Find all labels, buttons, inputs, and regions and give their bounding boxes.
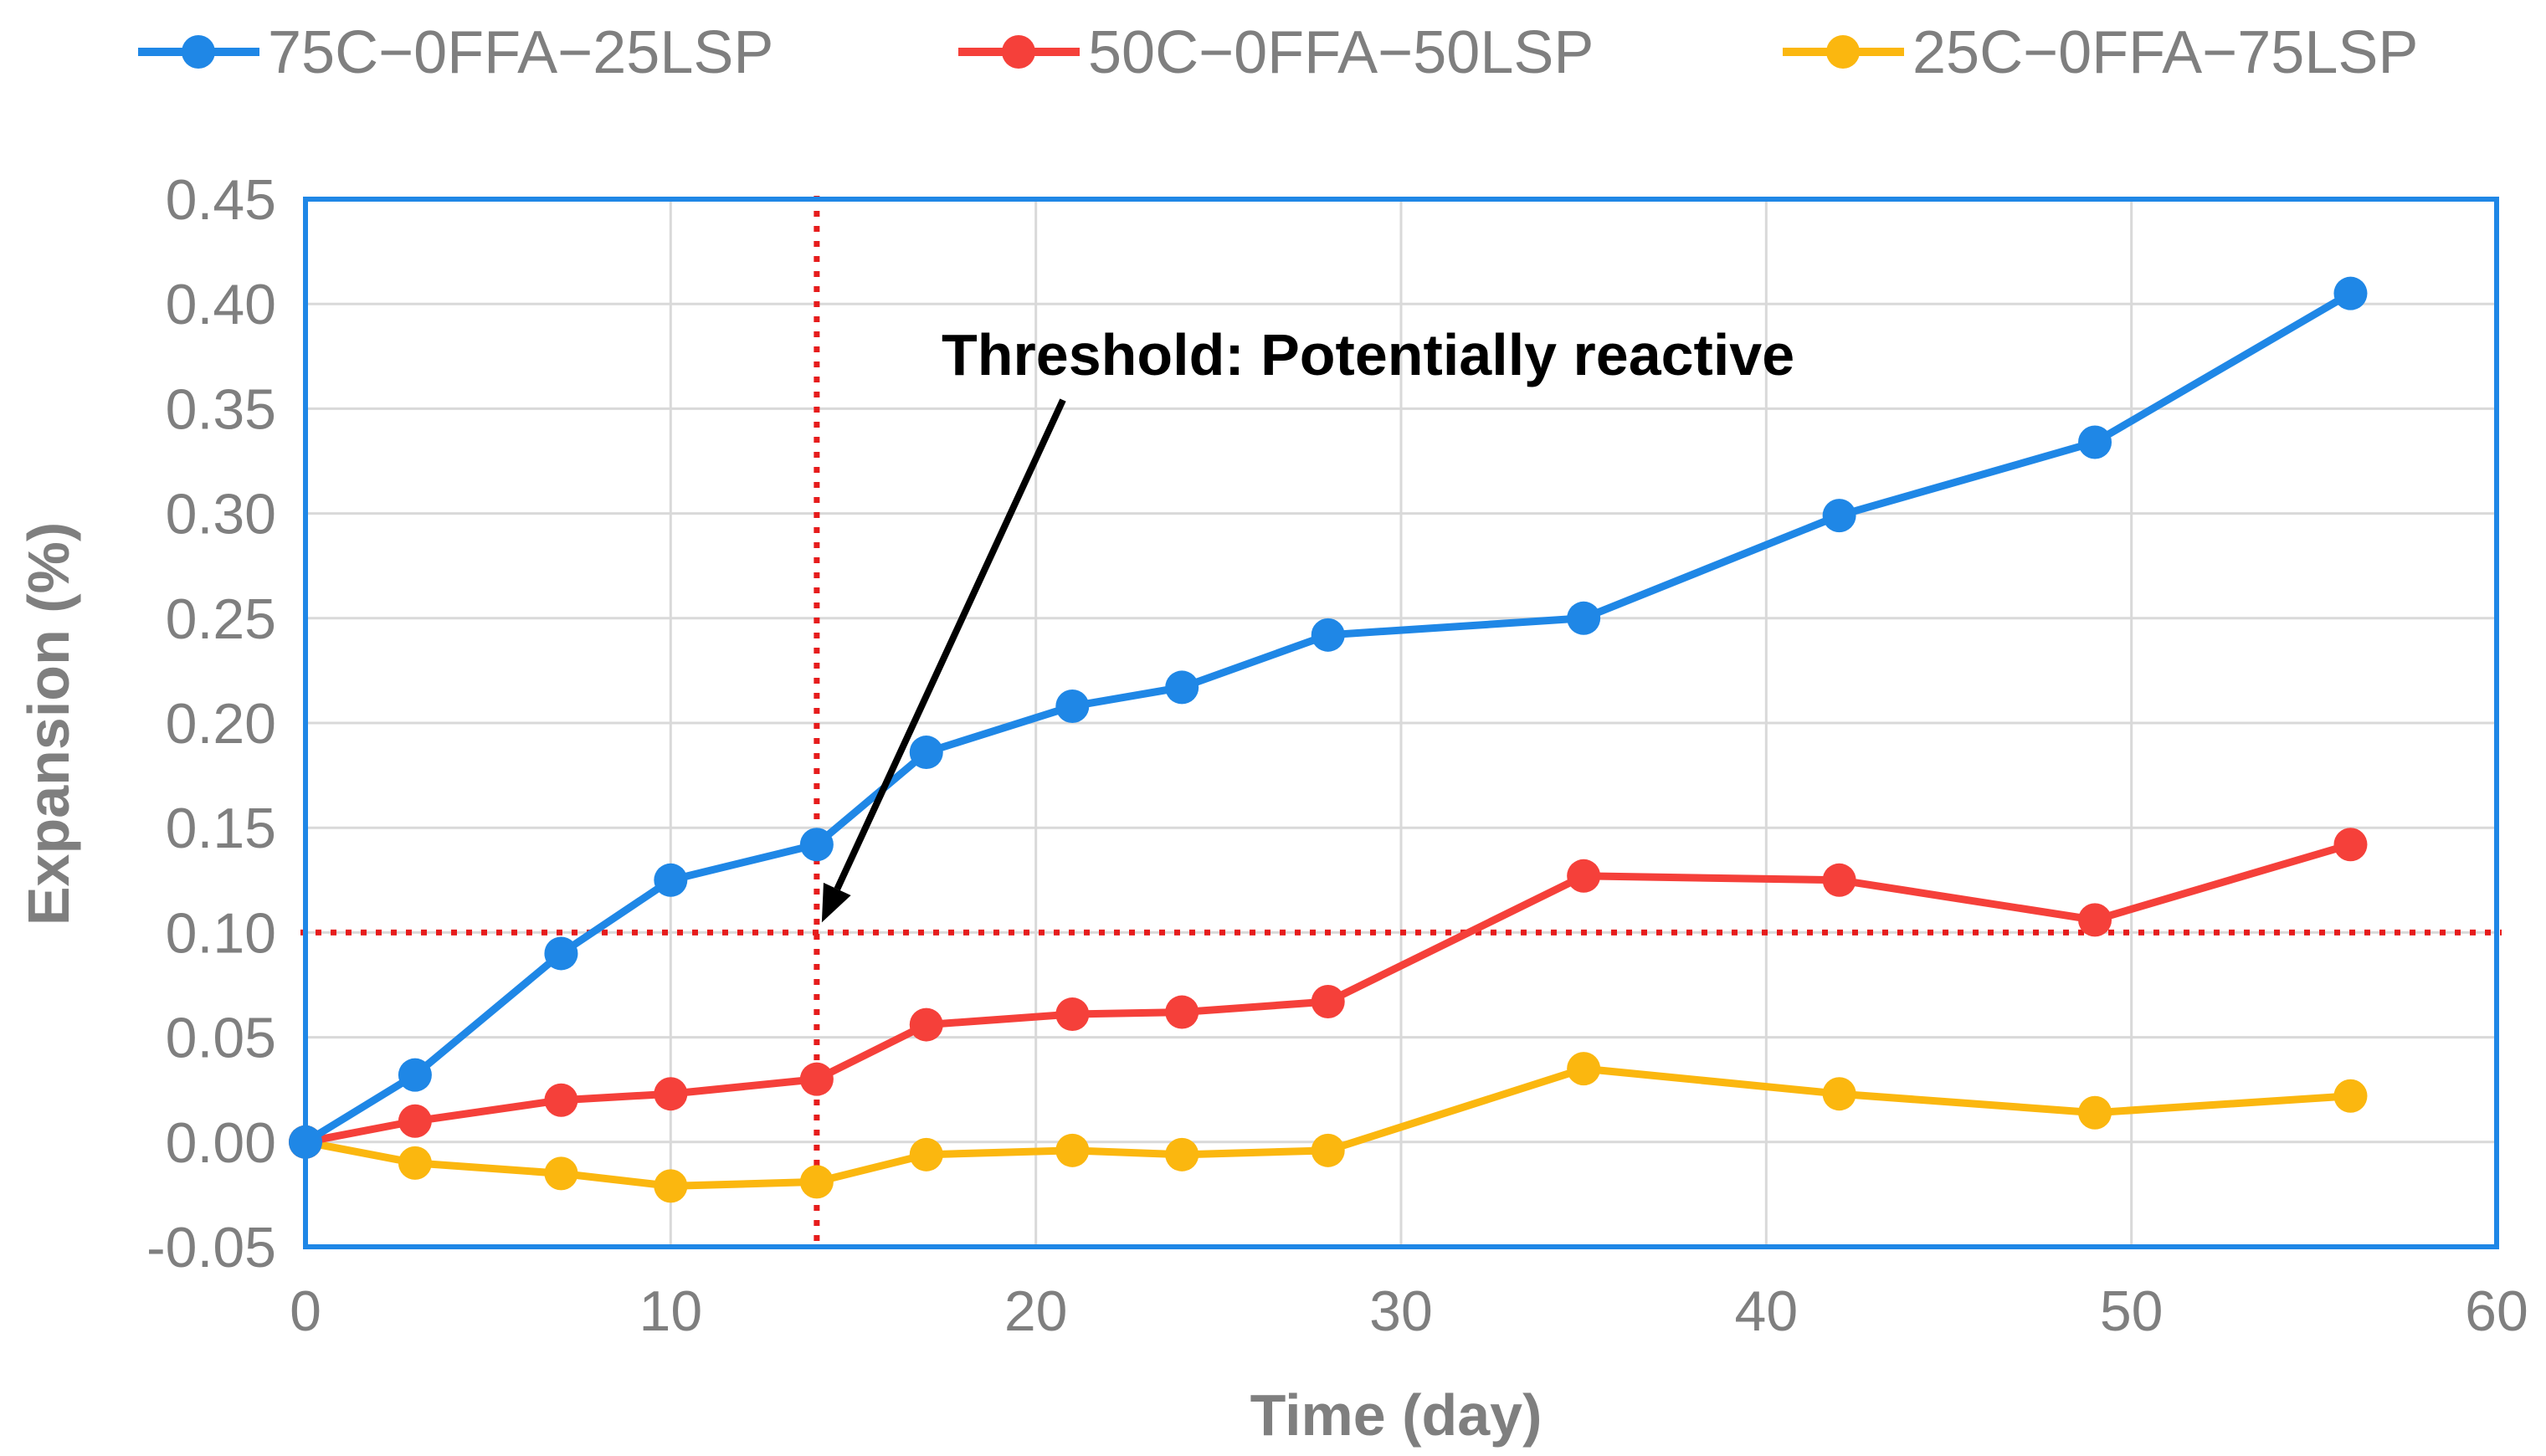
data-series (289, 276, 2368, 1203)
y-tick-label-8: 0.35 (166, 377, 276, 441)
data-point (1165, 995, 1199, 1029)
y-axis-ticks: -0.05 0.00 0.05 0.10 0.15 0.20 0.25 0.30 0.35 0.4… (146, 168, 276, 1279)
data-point (1567, 1052, 1601, 1086)
series-2 (289, 1052, 2368, 1203)
data-point (1165, 670, 1199, 705)
data-point (654, 1169, 688, 1203)
data-point (1055, 1133, 1090, 1167)
x-tick-label-1: 10 (639, 1279, 703, 1343)
y-tick-label-3: 0.10 (166, 901, 276, 965)
threshold-annotation: Threshold: Potentially reactive (821, 322, 1794, 923)
x-tick-label-5: 50 (2100, 1279, 2164, 1343)
y-tick-label-7: 0.30 (166, 483, 276, 546)
data-point (909, 1137, 943, 1171)
legend-item-1: 50C−0FFA−50LSP (958, 19, 1594, 86)
data-point (909, 736, 943, 770)
legend-marker-1 (1002, 35, 1035, 69)
x-tick-label-3: 30 (1369, 1279, 1433, 1343)
series-0 (289, 276, 2368, 1159)
series-line-2 (305, 1064, 2351, 1190)
data-point (1165, 1137, 1199, 1171)
y-tick-label-2: 0.05 (166, 1007, 276, 1070)
legend: 75C−0FFA−25LSP 50C−0FFA−50LSP 25C−0FFA−7… (138, 19, 2418, 86)
data-point (2333, 1079, 2368, 1113)
data-point (1055, 689, 1090, 723)
legend-item-2: 25C−0FFA−75LSP (1783, 19, 2418, 86)
y-tick-label-0: -0.05 (146, 1216, 276, 1279)
data-point (799, 828, 834, 862)
legend-label-0: 75C−0FFA−25LSP (268, 19, 773, 86)
legend-item-0: 75C−0FFA−25LSP (138, 19, 773, 86)
y-tick-label-5: 0.20 (166, 692, 276, 756)
series-1 (289, 828, 2368, 1159)
data-point (398, 1104, 432, 1138)
x-tick-label-0: 0 (290, 1279, 321, 1343)
data-point (2078, 1095, 2112, 1130)
data-point (2078, 425, 2112, 459)
data-point (1055, 997, 1090, 1032)
data-point (1567, 601, 1601, 635)
y-tick-label-4: 0.15 (166, 797, 276, 860)
plot-area-border (303, 197, 2499, 1249)
annotation-arrow (834, 398, 1066, 891)
y-tick-label-9: 0.40 (166, 273, 276, 336)
x-axis-ticks: 0 10 20 30 40 50 60 (290, 1279, 2528, 1343)
annotation-text: Threshold: Potentially reactive (942, 322, 1794, 387)
legend-label-2: 25C−0FFA−75LSP (1912, 19, 2418, 86)
x-tick-label-2: 20 (1004, 1279, 1068, 1343)
x-tick-label-6: 60 (2465, 1279, 2528, 1343)
data-point (544, 1083, 578, 1117)
x-tick-label-4: 40 (1735, 1279, 1799, 1343)
data-point (654, 1077, 688, 1111)
y-tick-label-1: 0.00 (166, 1111, 276, 1175)
data-point (2078, 903, 2112, 937)
legend-marker-2 (1826, 35, 1860, 69)
data-point (2333, 828, 2368, 862)
data-point (544, 1156, 578, 1191)
data-point (398, 1058, 432, 1092)
data-point (1311, 618, 1345, 652)
data-point (1822, 863, 1856, 897)
data-point (1822, 1077, 1856, 1111)
y-tick-label-10: 0.45 (166, 168, 276, 232)
x-axis-title: Time (day) (1250, 1382, 1542, 1448)
data-point (398, 1146, 432, 1180)
data-point (799, 1165, 834, 1199)
annotation-arrow-head (821, 882, 851, 923)
data-point (909, 1007, 943, 1042)
legend-label-1: 50C−0FFA−50LSP (1088, 19, 1594, 86)
legend-marker-0 (182, 35, 215, 69)
data-point (544, 936, 578, 971)
data-point (1311, 985, 1345, 1019)
data-point (799, 1062, 834, 1096)
data-point (2333, 276, 2368, 310)
y-tick-label-6: 0.25 (166, 587, 276, 651)
y-axis-title: Expansion (%) (16, 522, 81, 925)
data-point (1567, 859, 1601, 893)
data-point (654, 863, 688, 897)
data-point (1822, 499, 1856, 533)
data-point (1311, 1133, 1345, 1167)
